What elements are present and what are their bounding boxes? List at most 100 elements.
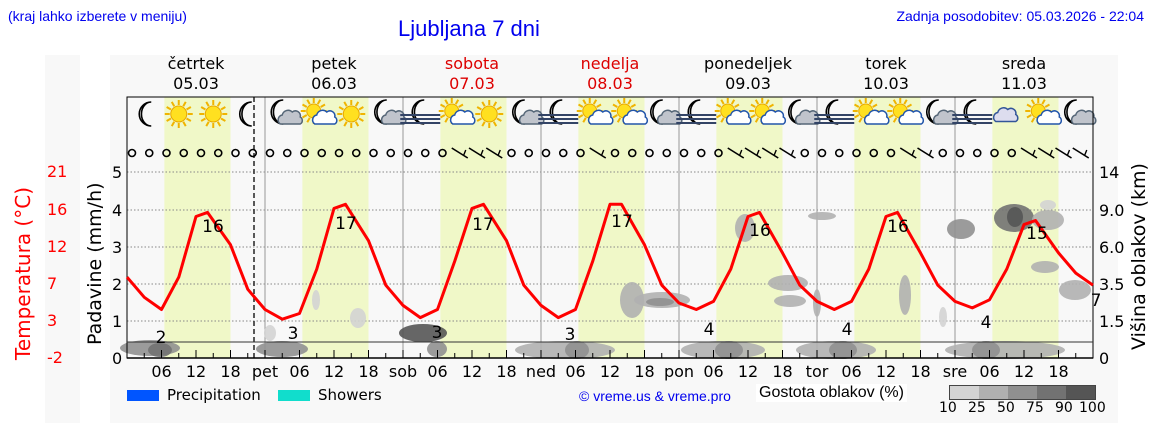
grid-lines xyxy=(127,97,1093,358)
precip-tick: 2 xyxy=(112,275,122,294)
cloud-height-tick: 3.5 xyxy=(1099,275,1124,294)
calm-wind-circle xyxy=(869,148,879,158)
wind-barb xyxy=(1020,147,1038,159)
day-header: petek 06.03 xyxy=(265,54,403,94)
density-tick: 100 xyxy=(1079,400,1106,416)
wind-barb xyxy=(917,147,934,159)
sun-icon xyxy=(475,100,504,128)
moon-cloud-icon xyxy=(1063,99,1097,125)
wind-barb xyxy=(761,147,779,159)
hour-tick-label: 06 xyxy=(427,362,447,381)
daily-max-label: 15 xyxy=(1026,224,1048,244)
moon-fog-icon xyxy=(676,99,717,125)
temp-tick: 7 xyxy=(47,274,58,293)
moon-fog-icon xyxy=(538,99,579,125)
calm-wind-circle xyxy=(127,148,137,158)
temperature-labels: 16 17 17 17 16 16 15 2 3 3 3 4 4 4 7 xyxy=(156,212,1102,348)
temp-tick: 3 xyxy=(47,311,58,330)
sun-icon xyxy=(337,100,366,128)
calm-wind-circle xyxy=(938,148,948,158)
day-date: 06.03 xyxy=(311,74,357,93)
sun-cloud-icon xyxy=(714,98,752,125)
calm-wind-circle xyxy=(248,148,258,158)
density-tick: 50 xyxy=(997,400,1015,416)
day-date: 08.03 xyxy=(587,74,633,93)
day-date: 10.03 xyxy=(863,74,909,93)
temperature-line xyxy=(125,202,1094,321)
showers-swatch xyxy=(278,390,310,401)
day-name: nedelja xyxy=(580,54,640,73)
x-axis-ticks: 06 12 18 06 12 18 pet 06 12 18 sob 06 12 18 ned 06 12 18 p… xyxy=(126,350,1077,381)
density-swatch xyxy=(1008,386,1037,399)
hour-tick-label: 06 xyxy=(151,362,171,381)
density-tick: 10 xyxy=(939,400,957,416)
wind-barb xyxy=(485,147,503,159)
cloud-density-scale xyxy=(949,385,1096,400)
calm-wind-circle xyxy=(403,148,413,158)
cloud-height-tick: 1.5 xyxy=(1099,312,1124,331)
day-date: 09.03 xyxy=(725,74,771,93)
daily-max-label: 17 xyxy=(335,214,357,234)
calm-wind-circle xyxy=(662,148,672,158)
copyright-link[interactable]: © vreme.us & vreme.pro xyxy=(579,388,731,404)
day-date: 11.03 xyxy=(1001,74,1047,93)
calm-wind-circle xyxy=(610,148,620,158)
sun-cloud-icon xyxy=(852,98,890,125)
density-swatch xyxy=(1066,386,1095,399)
last-update: Zadnja posodobitev: 05.03.2026 - 22:04 xyxy=(896,8,1144,24)
day-header: sreda 11.03 xyxy=(955,54,1093,94)
moon-fog-icon xyxy=(814,99,855,125)
daily-max-label: 16 xyxy=(887,217,909,237)
calm-wind-circle xyxy=(196,148,206,158)
precipitation-swatch xyxy=(127,390,159,401)
daily-max-label: 17 xyxy=(472,215,494,235)
calm-wind-circle xyxy=(300,148,309,158)
moon-cloud-icon xyxy=(373,99,407,125)
density-tick: 25 xyxy=(968,400,986,416)
calm-wind-circle xyxy=(438,148,447,158)
moon-icon xyxy=(138,101,152,127)
day-name: ponedeljek xyxy=(704,54,792,73)
calm-wind-circle xyxy=(162,148,171,158)
temp-tick: -2 xyxy=(47,348,63,367)
day-date: 05.03 xyxy=(173,74,219,93)
wind-barb xyxy=(744,147,762,159)
density-swatch xyxy=(979,386,1008,399)
temp-axis-panel xyxy=(45,55,80,423)
density-tick: 75 xyxy=(1026,400,1044,416)
hour-tick-label: 18 xyxy=(772,362,792,381)
daily-min-label: 2 xyxy=(156,328,167,348)
hour-tick-label: 18 xyxy=(910,362,930,381)
hour-tick-label: 18 xyxy=(634,362,654,381)
cloud-icon xyxy=(992,107,1019,123)
hour-tick-label: 18 xyxy=(220,362,240,381)
day-name: torek xyxy=(865,54,907,73)
calm-wind-circle xyxy=(231,148,240,158)
calm-wind-circle xyxy=(541,148,551,158)
daily-min-label: 4 xyxy=(842,320,853,340)
sun-cloud-icon xyxy=(1025,98,1063,125)
hour-tick-label: 06 xyxy=(979,362,999,381)
sun-cloud-icon xyxy=(887,98,925,125)
temp-tick: 16 xyxy=(47,200,68,219)
day-header: ponedeljek 09.03 xyxy=(679,54,817,94)
daily-max-label: 16 xyxy=(749,221,771,241)
precip-tick: 0 xyxy=(112,349,122,368)
wind-barbs xyxy=(127,147,1090,159)
hour-tick-label: 12 xyxy=(462,362,482,381)
sun-cloud-icon xyxy=(749,98,787,125)
hour-tick-label: 18 xyxy=(496,362,516,381)
sun-cloud-icon xyxy=(438,98,476,125)
density-swatch xyxy=(950,386,979,399)
day-abbr-label: pon xyxy=(664,362,694,381)
calm-wind-circle xyxy=(507,148,516,158)
day-abbr-label: sob xyxy=(389,362,417,381)
calm-wind-circle xyxy=(886,148,896,158)
calm-wind-circle xyxy=(351,148,361,158)
day-name: sobota xyxy=(444,54,500,73)
precip-tick: 1 xyxy=(112,312,122,331)
calm-wind-circle xyxy=(524,148,534,158)
density-swatch xyxy=(1037,386,1066,399)
calm-wind-circle xyxy=(420,148,430,158)
calm-wind-circle xyxy=(800,148,810,158)
